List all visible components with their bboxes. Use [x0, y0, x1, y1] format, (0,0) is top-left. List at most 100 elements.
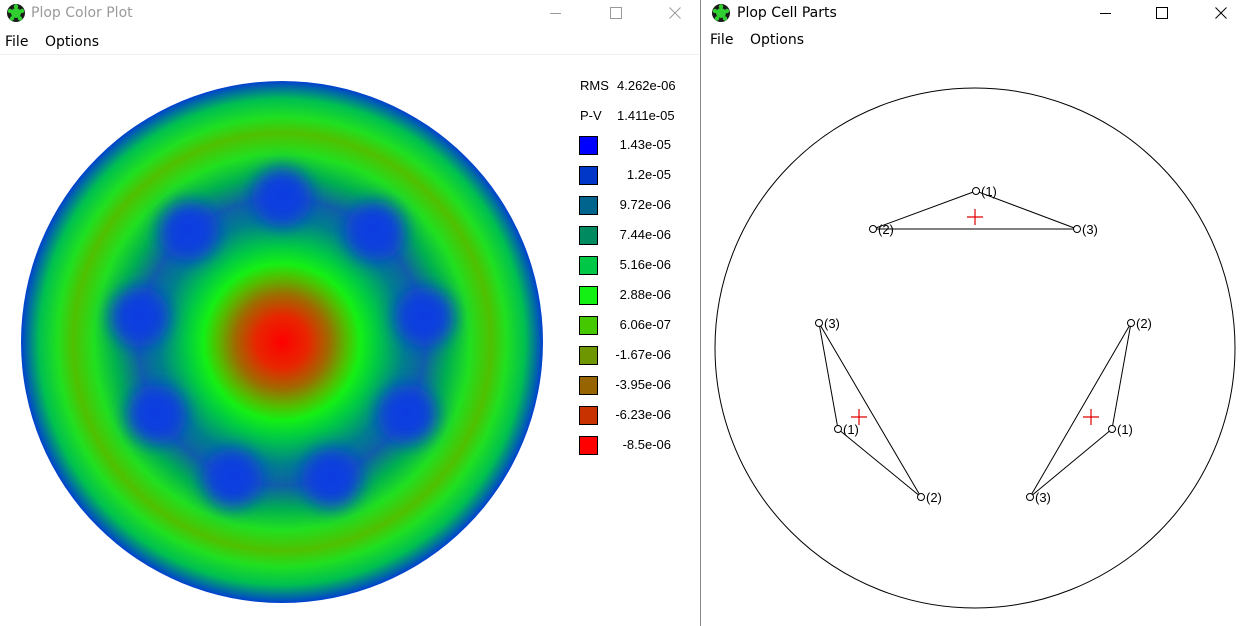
- legend-value: -3.95e-06: [615, 377, 671, 392]
- blue-lobe: [252, 167, 312, 227]
- close-icon: [1215, 7, 1227, 19]
- minimize-button[interactable]: [533, 0, 579, 26]
- minimize-icon: [1100, 13, 1111, 14]
- support-point: [972, 187, 980, 195]
- blue-lobe: [126, 384, 187, 445]
- blue-lobe: [202, 448, 263, 509]
- cell-parts-window: Plop Cell Parts File Options: [700, 0, 1248, 626]
- title-bar[interactable]: Plop Cell Parts: [701, 0, 1248, 27]
- support-point: [1127, 319, 1135, 327]
- support-point: [917, 493, 925, 501]
- legend-value: 5.16e-06: [619, 257, 671, 272]
- support-point-label: (1): [1117, 422, 1133, 437]
- legend-swatch: [579, 436, 598, 455]
- window-title: Plop Color Plot: [31, 5, 133, 21]
- centroid-marker: [967, 209, 983, 225]
- legend-swatch: [579, 136, 598, 155]
- support-point: [834, 425, 842, 433]
- maximize-button[interactable]: [1139, 0, 1185, 26]
- cell-parts-drawing: (1) (2) (3) (3) (1) (2) (2) (1) (3): [714, 87, 1236, 609]
- legend-swatch: [579, 316, 598, 335]
- legend-row: 5.16e-06: [579, 256, 679, 276]
- blue-lobe: [345, 200, 406, 261]
- legend-value: -1.67e-06: [615, 347, 671, 362]
- maximize-button[interactable]: [593, 0, 639, 26]
- legend-swatch: [579, 226, 598, 245]
- legend-swatch: [579, 376, 598, 395]
- legend-row: 9.72e-06: [579, 196, 679, 216]
- blue-lobes: [109, 167, 455, 509]
- menu-options[interactable]: Options: [750, 32, 805, 48]
- close-button[interactable]: [1198, 0, 1244, 26]
- blue-lobe: [377, 384, 438, 445]
- legend-value: 1.2e-05: [626, 167, 671, 182]
- maximize-icon: [1156, 7, 1168, 19]
- legend-row: 1.2e-05: [579, 166, 679, 186]
- title-bar[interactable]: Plop Color Plot: [0, 0, 699, 27]
- blue-lobe: [301, 448, 362, 509]
- app-icon: [7, 4, 25, 22]
- legend-swatch: [579, 286, 598, 305]
- legend-row: -3.95e-06: [579, 376, 679, 396]
- window-title: Plop Cell Parts: [737, 5, 837, 21]
- support-point-label: (2): [878, 222, 894, 237]
- blue-lobe: [158, 200, 219, 261]
- support-point-label: (1): [981, 184, 997, 199]
- support-point-label: (3): [824, 316, 840, 331]
- color-plot-window: Plop Color Plot File Options: [0, 0, 699, 603]
- legend-swatch: [579, 256, 598, 275]
- menu-options[interactable]: Options: [45, 34, 100, 50]
- minimize-icon: [550, 13, 561, 14]
- rms-value: 4.262e-06: [617, 78, 676, 93]
- support-point-label: (2): [1136, 316, 1152, 331]
- menu-separator: [0, 54, 699, 55]
- legend-swatch: [579, 196, 598, 215]
- pv-label: P-V: [580, 108, 602, 123]
- legend-value: 7.44e-06: [619, 227, 671, 242]
- support-point: [815, 319, 823, 327]
- rms-label: RMS: [580, 78, 609, 93]
- menu-bar: File Options: [701, 28, 1248, 52]
- legend-row: -6.23e-06: [579, 406, 679, 426]
- blue-lobe: [394, 286, 455, 347]
- cell-triangle: [1029, 322, 1132, 498]
- legend-swatch: [579, 406, 598, 425]
- close-icon: [669, 7, 681, 19]
- support-point-label: (2): [926, 490, 942, 505]
- legend-row: 7.44e-06: [579, 226, 679, 246]
- support-point-label: (1): [843, 422, 859, 437]
- legend-row: -1.67e-06: [579, 346, 679, 366]
- menu-bar: File Options: [0, 30, 699, 54]
- aperture-circle: [714, 87, 1236, 609]
- legend-row: 1.43e-05: [579, 136, 679, 156]
- close-button[interactable]: [652, 0, 698, 26]
- legend-swatch: [579, 346, 598, 365]
- menu-file[interactable]: File: [5, 34, 29, 50]
- maximize-icon: [610, 7, 622, 19]
- pv-value: 1.411e-05: [617, 108, 675, 123]
- legend-row: 6.06e-07: [579, 316, 679, 336]
- legend-value: 6.06e-07: [619, 317, 671, 332]
- app-icon: [712, 4, 730, 22]
- cell-triangle: [818, 322, 922, 498]
- legend-swatch: [579, 166, 598, 185]
- support-point-label: (3): [1035, 490, 1051, 505]
- minimize-button[interactable]: [1083, 0, 1129, 26]
- legend-value: 1.43e-05: [619, 137, 671, 152]
- legend-row: 2.88e-06: [579, 286, 679, 306]
- support-point-label: (3): [1082, 222, 1098, 237]
- centroid-marker: [851, 409, 867, 425]
- support-point: [1026, 493, 1034, 501]
- cell-triangle: [872, 190, 1078, 230]
- menu-file[interactable]: File: [710, 32, 734, 48]
- blue-lobe: [109, 286, 170, 347]
- legend-value: 9.72e-06: [619, 197, 671, 212]
- support-point: [1073, 225, 1081, 233]
- color-plot-disk: [21, 81, 543, 603]
- legend-value: -8.5e-06: [622, 437, 671, 452]
- legend-value: -6.23e-06: [615, 407, 671, 422]
- legend-row: -8.5e-06: [579, 436, 679, 456]
- legend-value: 2.88e-06: [619, 287, 671, 302]
- centroid-marker: [1083, 409, 1099, 425]
- support-point: [1108, 425, 1116, 433]
